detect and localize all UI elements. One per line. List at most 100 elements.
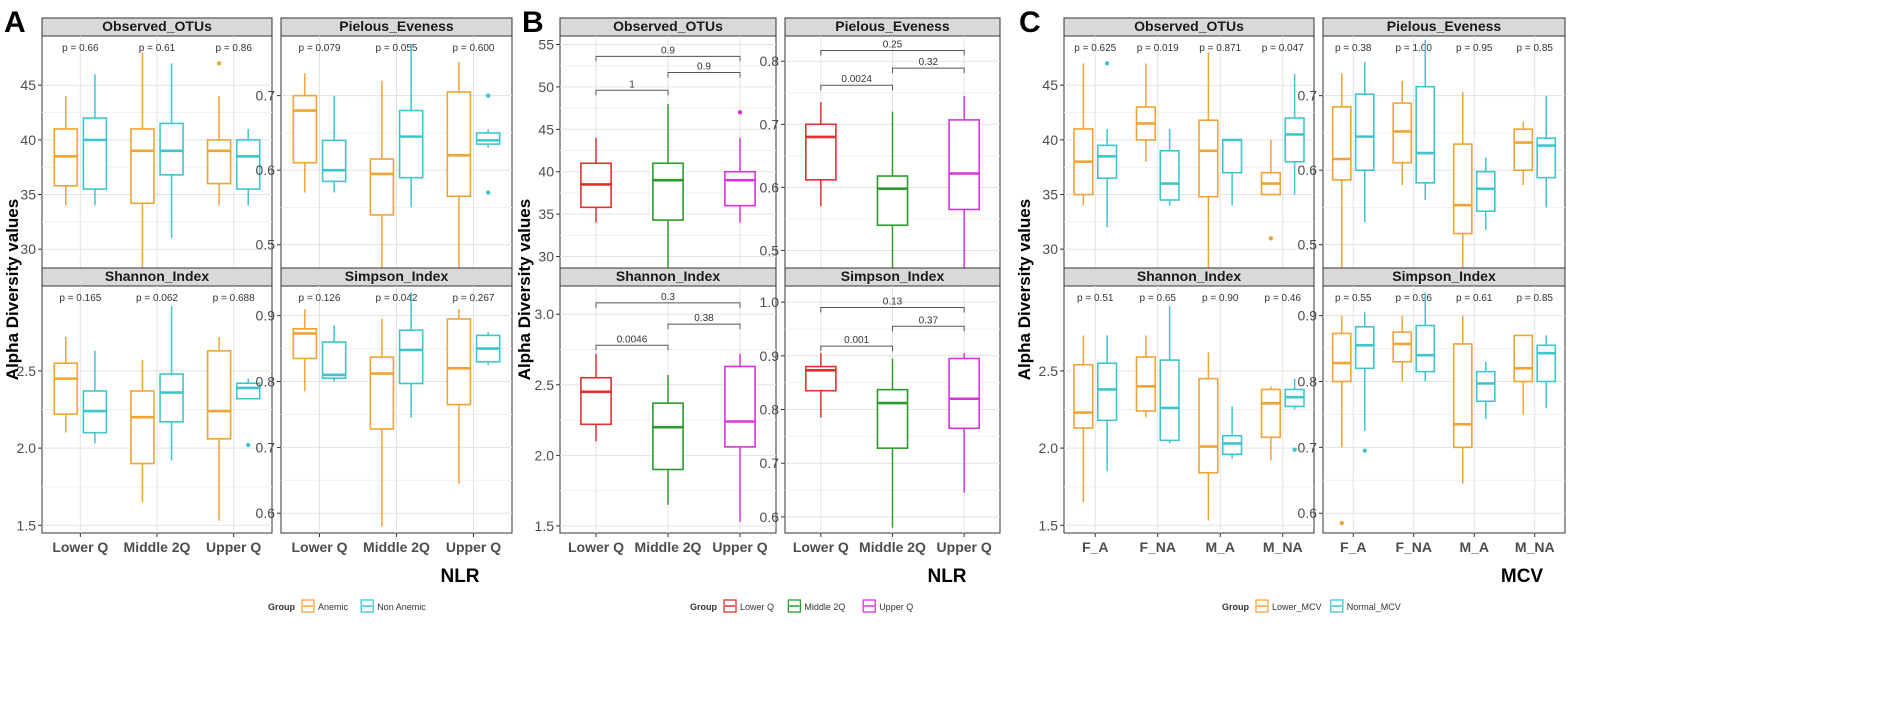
comparison-bracket (667, 323, 741, 330)
box-lower_mcv (1513, 121, 1534, 186)
facet-observed_otus: Observed_OTUs 30 35 40 45 50 55 1 0.9 0.9 (538, 17, 777, 283)
facet-title: Simpson_Index (841, 268, 945, 284)
x-axis-label: NLR (440, 566, 479, 587)
p-value: p = 0.85 (1517, 43, 1554, 54)
y-tick-label: 50 (538, 79, 554, 95)
box-anemic (446, 62, 472, 275)
box-iqr (1260, 388, 1282, 439)
y-tick-label: 0.5 (256, 237, 276, 253)
y-axis-label: Alpha Diversity values (515, 199, 534, 380)
box-middle-2q (652, 103, 684, 274)
box-normal_mcv (1221, 406, 1243, 459)
y-tick-label: 0.9 (1298, 308, 1318, 324)
box-iqr (652, 402, 684, 471)
comparison-label: 0.3 (661, 292, 675, 303)
y-tick-label: 30 (20, 241, 36, 257)
outlier-point (1268, 236, 1274, 241)
y-tick-label: 0.7 (760, 116, 780, 132)
facet-title: Observed_OTUs (102, 18, 212, 34)
box-anemic (369, 318, 395, 527)
facet-observed_otus: Observed_OTUs 30 35 40 45 p = 0.66 p = 0.61 p =… (20, 17, 273, 283)
legend-title: Group (1222, 602, 1249, 612)
outlier-point (737, 110, 743, 115)
x-tick-label: Upper Q (446, 539, 501, 555)
y-tick-label: 35 (1042, 187, 1058, 203)
box-non-anemic (475, 93, 501, 195)
y-tick-label: 0.8 (760, 53, 780, 69)
box-lower_mcv (1331, 315, 1352, 526)
y-tick-label: 0.7 (1298, 88, 1318, 104)
box-iqr (1198, 377, 1219, 474)
box-non-anemic (321, 325, 347, 382)
p-value: p = 0.267 (453, 293, 495, 304)
comparison-bracket (595, 344, 669, 351)
comparison-bracket (820, 84, 893, 91)
box-iqr (1221, 434, 1243, 456)
y-tick-label: 1.5 (535, 518, 555, 534)
box-iqr (446, 91, 472, 198)
box-non-anemic (82, 350, 108, 444)
box-lower_mcv (1073, 335, 1094, 503)
outlier-point (1292, 447, 1297, 452)
y-tick-label: 2.0 (17, 440, 37, 456)
y-tick-label: 45 (538, 121, 554, 137)
comparison-bracket (595, 55, 741, 62)
panel-letter: B (522, 6, 544, 39)
box-iqr (1392, 102, 1413, 164)
y-tick-label: 40 (20, 132, 36, 148)
box-iqr (292, 94, 318, 164)
p-value: p = 0.688 (213, 293, 255, 304)
p-value: p = 0.600 (453, 43, 495, 54)
legend-title: Group (690, 602, 717, 612)
box-iqr (652, 162, 684, 221)
p-value: p = 1.00 (1396, 43, 1433, 54)
panel-b: B Alpha Diversity values NLR Observed_OTUs 3… (515, 6, 1001, 613)
box-normal_mcv (1159, 306, 1180, 444)
p-value: p = 0.51 (1077, 293, 1114, 304)
comparison-label: 0.25 (883, 40, 903, 51)
y-tick-label: 2.5 (535, 377, 555, 393)
p-value: p = 0.66 (62, 43, 99, 54)
legend: Group Lower_MCV Normal_MCV (1222, 599, 1401, 613)
box-non-anemic (475, 332, 501, 366)
box-non-anemic (235, 378, 261, 448)
p-value: p = 0.96 (1396, 293, 1433, 304)
p-value: p = 0.165 (59, 293, 101, 304)
box-iqr (1475, 370, 1496, 403)
panel-a: A Alpha Diversity values NLR Observed_OTUs 3… (3, 6, 513, 613)
box-non-anemic (159, 306, 184, 461)
box-lower_mcv (1513, 334, 1534, 415)
panel-c: C Alpha Diversity values MCV Observed_OTUs 3… (1015, 6, 1566, 613)
box-lower_mcv (1331, 73, 1352, 275)
x-tick-label: F_NA (1139, 539, 1176, 555)
box-anemic (292, 309, 318, 392)
box-iqr (159, 122, 184, 176)
p-value: p = 0.625 (1074, 43, 1116, 54)
x-tick-label: Lower Q (793, 539, 849, 555)
box-iqr (876, 175, 909, 227)
box-iqr (206, 350, 232, 440)
box-normal_mcv (1415, 39, 1436, 200)
box-anemic (130, 52, 155, 272)
box-lower_mcv (1260, 139, 1282, 241)
facet-title: Simpson_Index (345, 268, 449, 284)
x-tick-label: Middle 2Q (124, 539, 191, 555)
y-tick-label: 40 (538, 164, 554, 180)
box-anemic (206, 336, 232, 521)
box-iqr (398, 329, 424, 385)
comparison-bracket (820, 345, 893, 352)
box-normal_mcv (1354, 62, 1375, 223)
facet-title: Observed_OTUs (613, 18, 723, 34)
p-value: p = 0.055 (376, 43, 418, 54)
box-iqr (159, 373, 184, 423)
comparison-label: 0.9 (697, 61, 711, 72)
facet-pielous_eveness: Pielous_Eveness 0.5 0.6 0.7 0.8 0.0024 0.32 0.2… (760, 17, 1001, 283)
y-tick-label: 0.5 (1298, 237, 1318, 253)
box-normal_mcv (1221, 138, 1243, 206)
facet-simpson_index: Simpson_Index 0.6 0.7 0.8 0.9 Lower Q Middle 2… (256, 267, 513, 555)
facet-shannon_index: Shannon_Index 1.5 2.0 2.5 3.0 Lower Q Middle 2… (535, 267, 777, 555)
p-value: p = 0.38 (1335, 43, 1372, 54)
y-tick-label: 0.7 (760, 455, 780, 471)
box-anemic (446, 309, 472, 484)
x-tick-label: M_NA (1515, 539, 1555, 555)
